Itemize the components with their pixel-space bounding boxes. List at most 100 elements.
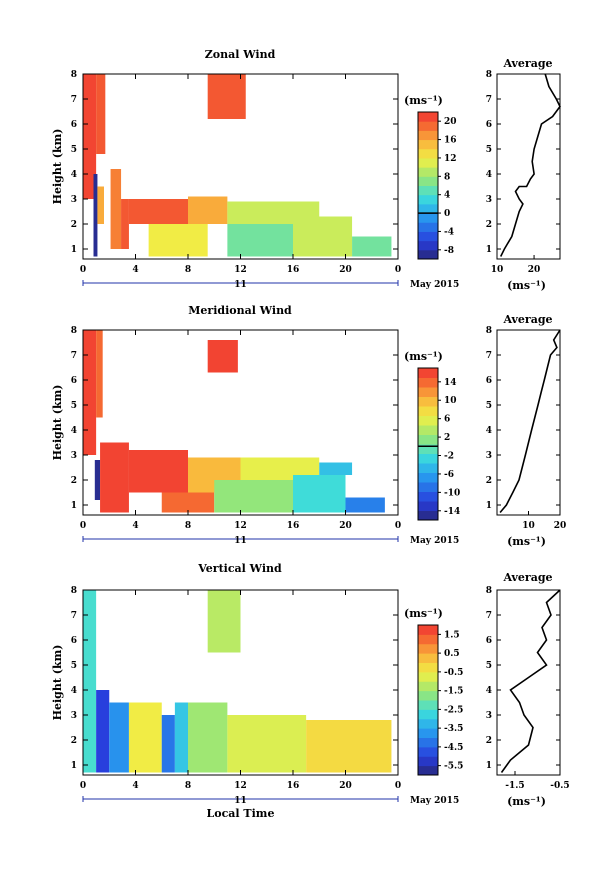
y-tick-label: 7 xyxy=(71,611,77,621)
field-block xyxy=(121,199,129,249)
y-tick-label: 1 xyxy=(71,761,77,771)
x-tick-label: 20 xyxy=(339,521,352,531)
vertical-avg-profile-line xyxy=(500,589,561,773)
cbar-tick-label: 1.5 xyxy=(444,630,460,640)
cbar-tick-label: 8 xyxy=(444,172,450,182)
cbar-segment xyxy=(418,653,438,663)
field-block xyxy=(100,442,129,513)
cbar-tick-label: -2.5 xyxy=(444,705,463,715)
cbar-segment xyxy=(418,510,438,521)
cbar-tick-label: 0 xyxy=(444,209,450,219)
x-tick-label: 8 xyxy=(185,781,191,791)
field-block xyxy=(293,216,353,257)
meridional-avg-xlabel: (ms⁻¹) xyxy=(507,535,546,548)
field-block xyxy=(109,702,129,773)
cbar-segment xyxy=(418,434,438,445)
y-tick-label: 8 xyxy=(486,70,492,80)
zonal-avg-title: Average xyxy=(502,57,552,70)
zonal-title: Zonal Wind xyxy=(205,48,276,61)
x-tick-label: 8 xyxy=(185,265,191,275)
meridional-avg-profile-line xyxy=(499,329,561,514)
y-tick-label: 7 xyxy=(486,351,492,361)
y-tick-label: 3 xyxy=(71,451,77,461)
cbar-segment xyxy=(418,415,438,426)
zonal-avg-frame xyxy=(496,73,561,260)
y-tick-label: 3 xyxy=(486,451,492,461)
cbar-segment xyxy=(418,746,438,757)
cbar-segment xyxy=(418,194,438,205)
month-label: May 2015 xyxy=(410,536,459,546)
x-tick-label: 12 xyxy=(234,265,247,275)
field-block xyxy=(96,690,110,773)
cbar-segment xyxy=(418,396,438,407)
field-block xyxy=(174,702,188,773)
cbar-segment xyxy=(418,728,438,738)
field-block xyxy=(214,480,293,513)
cbar-segment xyxy=(418,203,438,214)
cbar-segment xyxy=(418,240,438,251)
month-label: May 2015 xyxy=(410,280,459,290)
x-tick-label: 0 xyxy=(80,781,86,791)
field-block xyxy=(148,224,208,257)
y-tick-label: 5 xyxy=(486,661,492,671)
y-tick-label: 2 xyxy=(486,476,492,486)
y-tick-label: 1 xyxy=(486,501,492,511)
cbar-segment xyxy=(418,634,438,645)
y-tick-label: 8 xyxy=(71,70,77,80)
x-tick-label: 10 xyxy=(491,265,504,275)
vertical-title: Vertical Wind xyxy=(197,562,282,575)
date-label: 11 xyxy=(234,796,247,806)
cbar-segment xyxy=(418,756,438,767)
y-tick-label: 7 xyxy=(71,351,77,361)
y-tick-label: 6 xyxy=(71,636,77,646)
vertical-cbar-unit: (ms⁻¹) xyxy=(404,607,443,620)
y-tick-label: 3 xyxy=(486,195,492,205)
y-tick-label: 2 xyxy=(71,736,77,746)
zonal-ylabel: Height (km) xyxy=(51,129,64,205)
vertical-xlabel: Local Time xyxy=(207,807,275,820)
cbar-segment xyxy=(418,472,438,483)
x-tick-label: 0 xyxy=(395,265,401,275)
x-tick-label: 16 xyxy=(287,265,300,275)
field-block xyxy=(188,702,228,773)
cbar-tick-label: 20 xyxy=(444,117,457,127)
field-block xyxy=(161,715,175,773)
y-tick-label: 5 xyxy=(71,145,77,155)
meridional-title: Meridional Wind xyxy=(188,304,292,317)
cbar-tick-label: 2 xyxy=(444,433,450,443)
field-block xyxy=(240,457,320,480)
cbar-segment xyxy=(418,709,438,720)
vertical-avg-xlabel: (ms⁻¹) xyxy=(507,795,546,808)
cbar-tick-label: -1.5 xyxy=(444,687,463,697)
y-tick-label: 6 xyxy=(486,636,492,646)
y-tick-label: 2 xyxy=(486,220,492,230)
cbar-segment xyxy=(418,157,438,168)
zonal-avg-panel: Average 1 2 3 4 5 6 7 8 10 20 (ms⁻¹) xyxy=(486,57,561,292)
field-block xyxy=(128,702,162,773)
vertical-avg-frame xyxy=(496,589,561,776)
field-block xyxy=(94,460,101,500)
x-tick-label: 12 xyxy=(234,781,247,791)
cbar-segment xyxy=(418,231,438,242)
cbar-segment xyxy=(418,167,438,177)
x-tick-label: 20 xyxy=(339,781,352,791)
field-block xyxy=(96,74,106,154)
y-tick-label: 4 xyxy=(486,426,492,436)
y-tick-label: 8 xyxy=(71,586,77,596)
cbar-tick-label: 14 xyxy=(444,378,457,388)
cbar-segment xyxy=(418,643,438,654)
cbar-segment xyxy=(418,148,438,159)
meridional-ylabel: Height (km) xyxy=(51,385,64,461)
field-block xyxy=(352,236,392,257)
cbar-tick-label: -4 xyxy=(444,227,454,237)
x-tick-label: 8 xyxy=(185,521,191,531)
cbar-segment xyxy=(418,185,438,196)
vertical-avg-title: Average xyxy=(502,571,552,584)
y-tick-label: 4 xyxy=(71,426,77,436)
field-block xyxy=(227,224,293,257)
field-block xyxy=(345,497,385,513)
cbar-tick-label: -8 xyxy=(444,246,454,256)
zonal-cbar-frame xyxy=(417,111,439,260)
y-tick-label: 7 xyxy=(486,611,492,621)
